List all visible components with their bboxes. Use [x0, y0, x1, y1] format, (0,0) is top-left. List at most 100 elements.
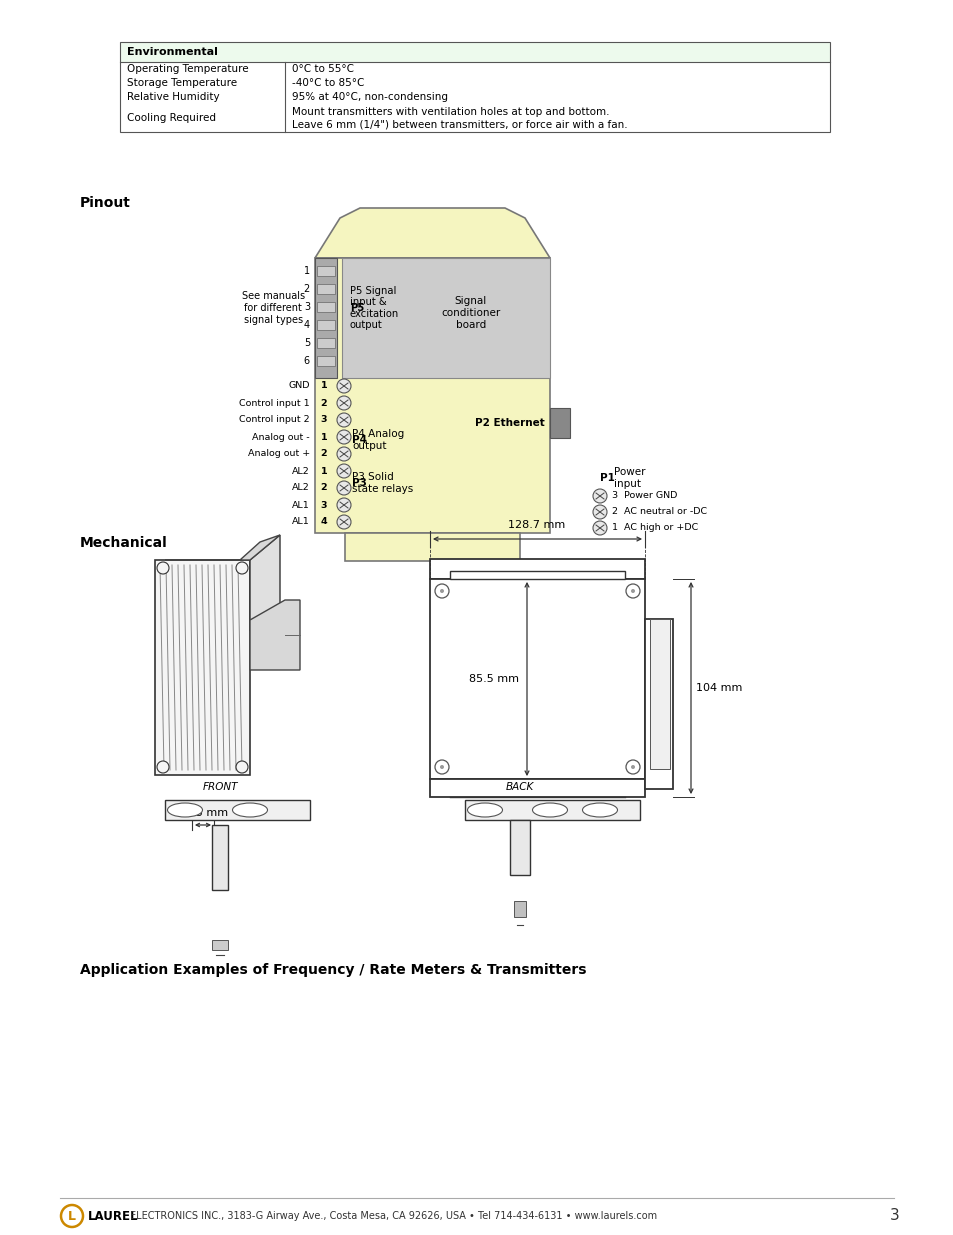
Circle shape [336, 396, 351, 410]
Text: FRONT: FRONT [202, 782, 237, 792]
Polygon shape [250, 535, 280, 631]
Text: P5 Signal
input &
excitation
output: P5 Signal input & excitation output [350, 285, 399, 331]
Text: Control input 1: Control input 1 [239, 399, 310, 408]
Bar [345, 534, 519, 561]
Text: Analog out +: Analog out + [248, 450, 310, 458]
Text: Pinout: Pinout [80, 196, 131, 210]
Circle shape [336, 480, 351, 495]
Circle shape [336, 379, 351, 393]
Polygon shape [165, 535, 280, 559]
Text: Operating Temperature: Operating Temperature [127, 64, 249, 74]
Text: 3: 3 [889, 1209, 899, 1224]
Bar [314, 258, 550, 534]
Circle shape [157, 761, 169, 773]
Bar [430, 559, 644, 579]
Circle shape [630, 589, 635, 593]
Text: P4: P4 [352, 435, 367, 445]
Bar [316, 356, 335, 366]
Bar [165, 800, 310, 820]
Bar [316, 303, 335, 312]
Text: 4: 4 [304, 320, 310, 330]
Text: 0°C to 55°C: 0°C to 55°C [292, 64, 354, 74]
Text: Signal
conditioner
board: Signal conditioner board [441, 296, 500, 330]
Bar [120, 42, 829, 62]
Polygon shape [250, 600, 299, 671]
Text: Power
input: Power input [614, 467, 645, 489]
Text: Relative Humidity: Relative Humidity [127, 91, 219, 103]
Bar [649, 619, 669, 769]
Circle shape [235, 562, 248, 574]
Polygon shape [154, 559, 250, 776]
Text: LAUREL: LAUREL [88, 1209, 138, 1223]
Circle shape [439, 589, 443, 593]
Text: P5: P5 [350, 303, 364, 312]
Bar [514, 902, 525, 918]
Bar [316, 320, 335, 330]
Text: P3: P3 [352, 478, 367, 488]
Circle shape [235, 761, 248, 773]
Bar [341, 258, 550, 378]
Text: Cooling Required: Cooling Required [127, 112, 215, 124]
Text: 3: 3 [320, 500, 327, 510]
Circle shape [593, 505, 606, 519]
Circle shape [593, 489, 606, 503]
Text: 1: 1 [320, 467, 327, 475]
Circle shape [625, 584, 639, 598]
Circle shape [336, 447, 351, 461]
Text: 95% at 40°C, non-condensing: 95% at 40°C, non-condensing [292, 91, 448, 103]
Circle shape [625, 760, 639, 774]
Ellipse shape [532, 803, 567, 818]
Ellipse shape [233, 803, 267, 818]
Text: Mount transmitters with ventilation holes at top and bottom.
Leave 6 mm (1/4") b: Mount transmitters with ventilation hole… [292, 106, 627, 130]
Circle shape [336, 515, 351, 529]
Bar [212, 940, 228, 950]
Bar [314, 258, 336, 378]
Ellipse shape [582, 803, 617, 818]
Text: -40°C to 85°C: -40°C to 85°C [292, 78, 364, 88]
Text: 2  AC neutral or -DC: 2 AC neutral or -DC [612, 508, 706, 516]
Text: 4: 4 [320, 517, 327, 526]
Text: 2: 2 [320, 483, 327, 493]
Circle shape [336, 430, 351, 445]
Circle shape [435, 760, 449, 774]
Circle shape [157, 562, 169, 574]
Bar [450, 571, 624, 579]
Text: 3: 3 [320, 415, 327, 425]
Bar [430, 579, 644, 779]
Text: AL1: AL1 [292, 500, 310, 510]
Text: Storage Temperature: Storage Temperature [127, 78, 237, 88]
Circle shape [336, 412, 351, 427]
Ellipse shape [168, 803, 202, 818]
Text: Analog out -: Analog out - [253, 432, 310, 441]
Text: Mechanical: Mechanical [80, 536, 168, 550]
Circle shape [61, 1205, 83, 1228]
Text: P3 Solid
state relays: P3 Solid state relays [352, 472, 413, 494]
Text: Control input 2: Control input 2 [239, 415, 310, 425]
Bar [550, 408, 569, 438]
Text: 6: 6 [304, 356, 310, 366]
Text: 1: 1 [304, 266, 310, 275]
Text: 1  AC high or +DC: 1 AC high or +DC [612, 524, 698, 532]
Text: ELECTRONICS INC., 3183-G Airway Ave., Costa Mesa, CA 92626, USA • Tel 714-434-61: ELECTRONICS INC., 3183-G Airway Ave., Co… [130, 1212, 657, 1221]
Text: 128.7 mm: 128.7 mm [508, 520, 565, 530]
Bar [430, 779, 644, 797]
Text: P1: P1 [599, 473, 615, 483]
Circle shape [439, 764, 443, 769]
Text: L: L [68, 1209, 76, 1223]
Text: 3  Power GND: 3 Power GND [612, 492, 677, 500]
Text: AL2: AL2 [292, 483, 310, 493]
Circle shape [435, 584, 449, 598]
Bar [316, 338, 335, 348]
Polygon shape [314, 207, 550, 258]
Ellipse shape [467, 803, 502, 818]
Text: 5: 5 [303, 338, 310, 348]
Bar [644, 619, 672, 789]
Text: 22.5 mm: 22.5 mm [178, 808, 228, 818]
Text: BACK: BACK [505, 782, 534, 792]
Text: 1: 1 [320, 432, 327, 441]
Text: 85.5 mm: 85.5 mm [469, 674, 518, 684]
Circle shape [593, 521, 606, 535]
Text: 104 mm: 104 mm [696, 683, 741, 693]
Circle shape [336, 464, 351, 478]
Bar [510, 820, 530, 876]
